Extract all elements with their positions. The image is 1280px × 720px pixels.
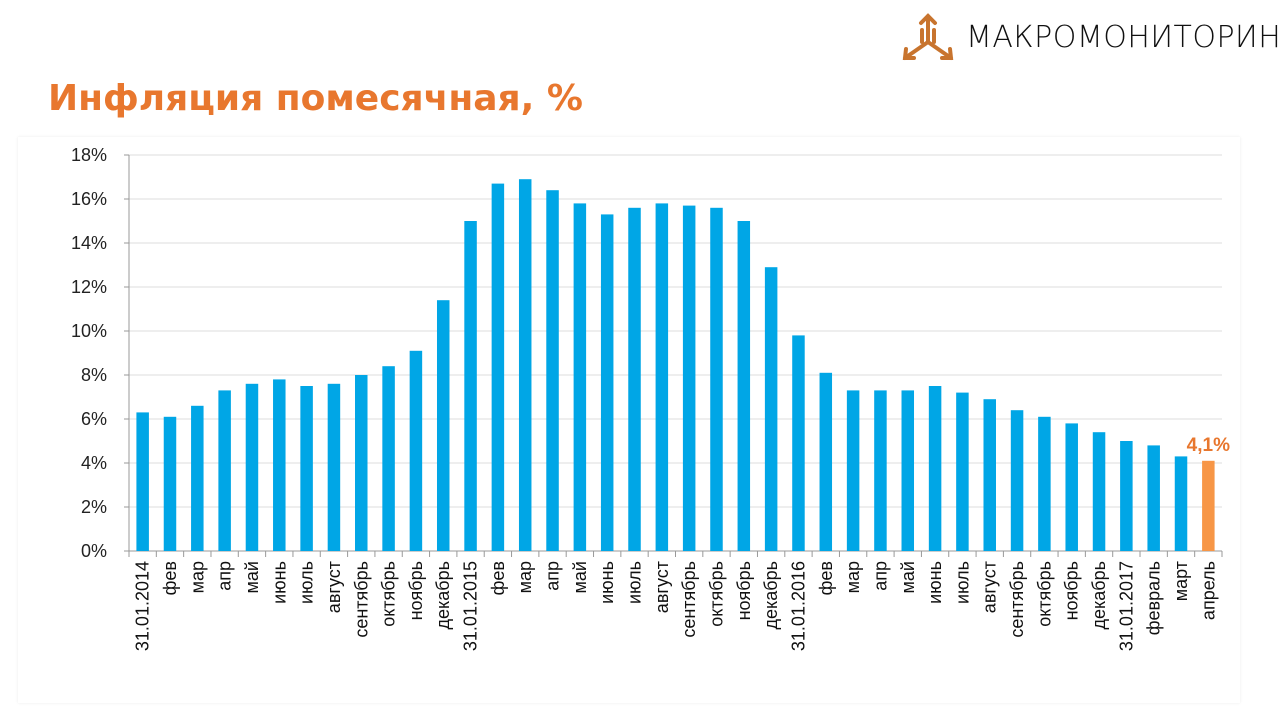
x-tick-label: май xyxy=(570,561,590,593)
bar xyxy=(737,221,751,551)
x-tick-label: апр xyxy=(215,561,235,591)
bar xyxy=(136,412,149,551)
x-tick-label: июль xyxy=(625,561,645,604)
y-tick-label: 12% xyxy=(71,277,107,297)
bar xyxy=(355,375,368,551)
y-tick-label: 2% xyxy=(81,497,107,517)
bar xyxy=(382,366,395,551)
x-tick-label: июль xyxy=(952,561,972,604)
x-tick-label: мар xyxy=(187,561,207,593)
bar xyxy=(1092,432,1106,551)
x-tick-label: сентябрь xyxy=(679,561,699,638)
y-tick-label: 8% xyxy=(81,365,107,385)
bar xyxy=(1038,416,1051,551)
y-tick-label: 10% xyxy=(71,321,107,341)
y-tick-label: 16% xyxy=(71,189,107,209)
bar xyxy=(1120,441,1133,551)
bar xyxy=(983,399,996,551)
x-tick-label: август xyxy=(652,561,672,613)
bar xyxy=(956,392,969,551)
logo-text: МАКРОМОНИТОРИНГ xyxy=(966,19,1280,55)
bar xyxy=(1065,423,1078,551)
x-tick-label: октябрь xyxy=(379,561,399,627)
chart-title: Инфляция помесячная, % xyxy=(48,78,583,119)
bar xyxy=(928,386,942,551)
bar xyxy=(1010,410,1024,551)
x-tick-label: декабрь xyxy=(761,561,781,630)
bar xyxy=(573,203,587,551)
x-tick-label: 31.01.2017 xyxy=(1116,561,1136,651)
y-tick-label: 14% xyxy=(71,233,107,253)
bar xyxy=(600,214,614,551)
bar xyxy=(1174,456,1188,551)
x-tick-label: июнь xyxy=(269,561,289,604)
x-tick-label: 31.01.2015 xyxy=(461,561,481,651)
x-tick-label: декабрь xyxy=(433,561,453,630)
bar xyxy=(901,390,915,551)
x-tick-label: июнь xyxy=(925,561,945,604)
x-tick-label: февраль xyxy=(1144,561,1164,635)
bar xyxy=(163,416,177,551)
x-tick-label: ноябрь xyxy=(734,561,754,620)
x-tick-label: фев xyxy=(488,561,508,595)
x-tick-label: сентябрь xyxy=(1007,561,1027,638)
logo-icon xyxy=(902,13,954,60)
bar xyxy=(819,372,833,551)
bar xyxy=(518,179,532,551)
x-tick-label: октябрь xyxy=(1034,561,1054,627)
y-tick-label: 0% xyxy=(81,541,107,561)
x-tick-label: мар xyxy=(515,561,535,593)
x-tick-label: 31.01.2014 xyxy=(133,561,153,651)
x-tick-label: апрель xyxy=(1198,561,1218,620)
bar xyxy=(874,390,887,551)
x-tick-label: август xyxy=(980,561,1000,613)
bar xyxy=(273,379,286,551)
bar xyxy=(464,221,477,551)
bar xyxy=(300,386,313,551)
x-tick-label: сентябрь xyxy=(351,561,371,638)
logo: МАКРОМОНИТОРИНГ xyxy=(900,12,1280,62)
y-tick-label: 18% xyxy=(71,145,107,165)
bar xyxy=(792,335,805,551)
x-tick-label: фев xyxy=(160,561,180,595)
x-tick-label: апр xyxy=(543,561,563,591)
bar xyxy=(191,405,204,551)
x-tick-label: август xyxy=(324,561,344,613)
x-tick-label: ноябрь xyxy=(1062,561,1082,620)
bar xyxy=(245,383,259,551)
bar xyxy=(546,190,559,551)
bar xyxy=(218,390,231,551)
bar xyxy=(1202,460,1215,551)
x-tick-label: июль xyxy=(297,561,317,604)
y-tick-label: 6% xyxy=(81,409,107,429)
bar xyxy=(1147,445,1160,551)
x-tick-label: май xyxy=(898,561,918,593)
x-tick-label: 31.01.2016 xyxy=(788,561,808,651)
bar xyxy=(682,205,696,551)
x-tick-label: мар xyxy=(843,561,863,593)
bar xyxy=(710,207,723,552)
x-tick-label: декабрь xyxy=(1089,561,1109,630)
x-tick-label: май xyxy=(242,561,262,593)
x-tick-label: ноябрь xyxy=(406,561,426,620)
data-label: 4,1% xyxy=(1187,435,1230,456)
bar xyxy=(409,350,423,551)
bar xyxy=(655,203,669,551)
bar xyxy=(436,300,450,551)
y-tick-label: 4% xyxy=(81,453,107,473)
x-tick-label: октябрь xyxy=(706,561,726,627)
bar xyxy=(628,207,641,552)
x-tick-label: июнь xyxy=(597,561,617,604)
x-tick-label: апр xyxy=(870,561,890,591)
bar xyxy=(764,267,778,551)
x-tick-label: фев xyxy=(816,561,836,595)
bar xyxy=(327,383,341,551)
x-tick-label: март xyxy=(1171,561,1191,601)
bar xyxy=(491,183,505,551)
bar xyxy=(846,390,860,551)
